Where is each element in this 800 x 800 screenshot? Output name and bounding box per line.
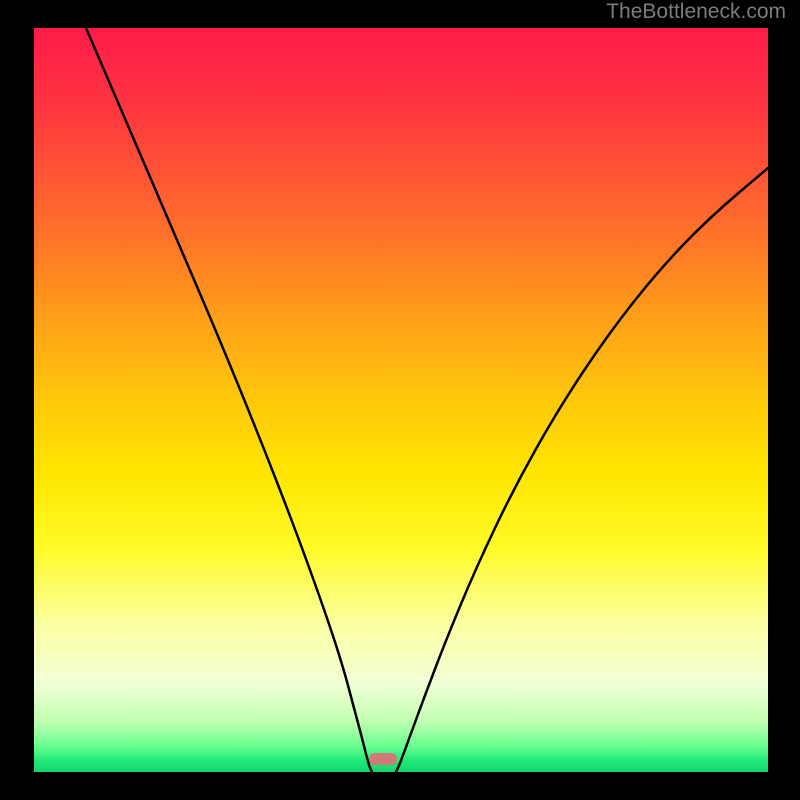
- minimum-marker: [369, 753, 397, 765]
- watermark-text: TheBottleneck.com: [606, 0, 786, 24]
- plot-area: [34, 28, 768, 772]
- chart-container: TheBottleneck.com: [0, 0, 800, 800]
- curve-right-branch: [396, 168, 768, 772]
- bottleneck-curve: [34, 28, 768, 772]
- curve-left-branch: [86, 28, 372, 772]
